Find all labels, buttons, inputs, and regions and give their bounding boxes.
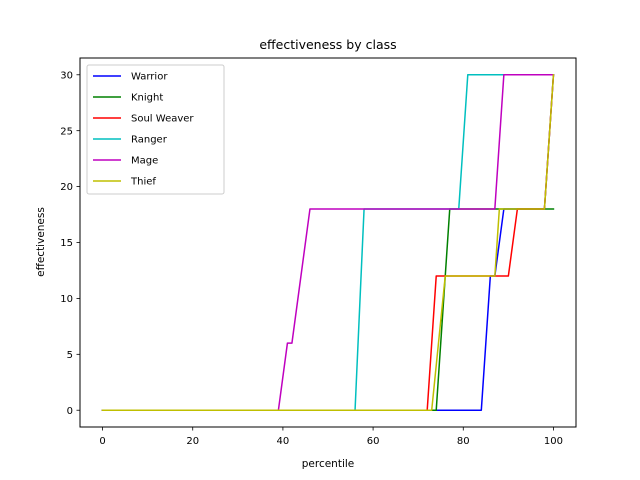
series-line-thief [101, 73, 555, 411]
series-line-knight [101, 208, 555, 411]
x-tick-label: 100 [544, 436, 563, 447]
y-tick-label: 15 [60, 238, 73, 249]
legend-entry: Ranger [131, 135, 168, 146]
x-tick-label: 20 [186, 436, 199, 447]
legend: Warrior Knight Soul Weaver Ranger Mage Thief [86, 64, 225, 195]
legend-entry: Mage [131, 156, 158, 167]
x-tick-label: 40 [277, 436, 290, 447]
legend-entry: Knight [131, 93, 163, 104]
legend-entry: Thief [130, 177, 156, 188]
y-axis-label: effectiveness [35, 207, 47, 277]
series-line-mage [101, 74, 555, 411]
series-lines [101, 73, 555, 411]
x-tick-label: 0 [99, 436, 105, 447]
y-tick-label: 25 [60, 126, 73, 137]
legend-entry: Soul Weaver [131, 114, 194, 125]
x-axis-ticks: 0 20 40 60 80 100 [99, 427, 563, 447]
legend-box [86, 64, 225, 195]
y-axis-ticks: 0 5 10 15 20 25 30 [60, 70, 80, 417]
y-tick-label: 30 [60, 70, 73, 81]
chart-title: effectiveness by class [259, 37, 396, 52]
x-axis-label: percentile [302, 458, 355, 470]
y-tick-label: 5 [67, 350, 73, 361]
y-tick-label: 10 [60, 294, 73, 305]
y-tick-label: 20 [60, 182, 73, 193]
x-tick-label: 80 [457, 436, 470, 447]
legend-entry: Warrior [131, 72, 168, 83]
y-tick-label: 0 [67, 406, 73, 417]
x-tick-label: 60 [367, 436, 380, 447]
